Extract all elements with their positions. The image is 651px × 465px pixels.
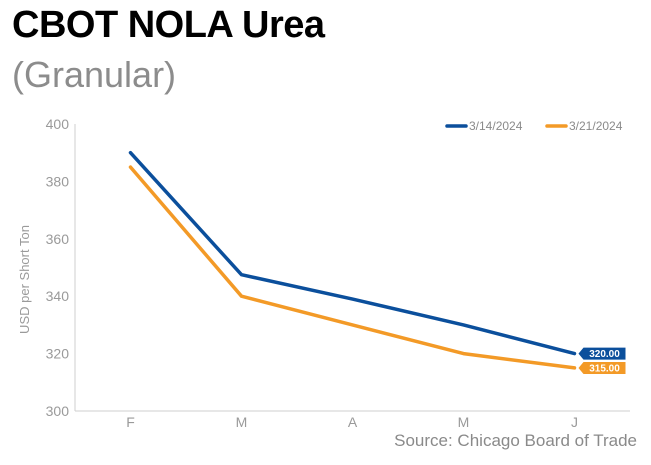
y-axis-label: USD per Short Ton <box>17 225 32 334</box>
y-tick-label: 380 <box>46 173 70 189</box>
end-value-label-1: 315.00 <box>589 363 620 374</box>
series-line-0 <box>128 150 577 356</box>
x-tick-label: A <box>348 414 358 430</box>
legend-label-1: 3/21/2024 <box>569 119 623 133</box>
y-tick-label: 320 <box>46 346 70 362</box>
series-line-1 <box>128 165 577 370</box>
end-label-tag-1 <box>578 361 626 374</box>
y-tick-label: 360 <box>46 231 70 247</box>
y-tick-label: 300 <box>46 403 70 419</box>
x-tick-label: M <box>458 414 470 430</box>
end-label-tag-0 <box>578 347 626 360</box>
y-tick-label: 340 <box>46 288 70 304</box>
x-tick-label: F <box>126 414 135 430</box>
y-tick-label: 400 <box>46 116 70 132</box>
chart-title: CBOT NOLA Urea <box>12 4 325 46</box>
x-tick-label: M <box>236 414 248 430</box>
legend-label-0: 3/14/2024 <box>469 119 523 133</box>
source-note: Source: Chicago Board of Trade <box>394 431 637 450</box>
end-value-label-0: 320.00 <box>589 349 620 360</box>
x-tick-label: J <box>571 414 578 430</box>
chart-subtitle: (Granular) <box>12 54 177 95</box>
